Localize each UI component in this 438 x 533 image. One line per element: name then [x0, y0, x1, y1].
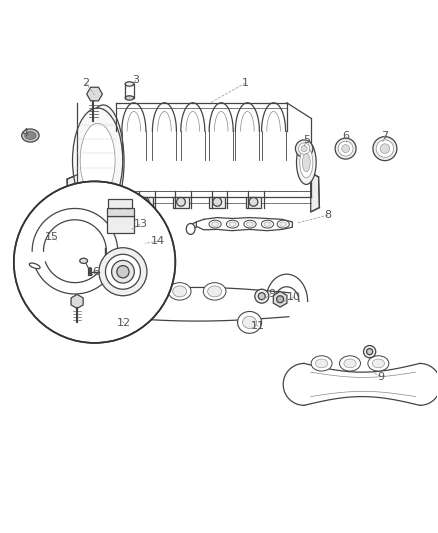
Ellipse shape [315, 359, 328, 368]
Polygon shape [67, 175, 77, 214]
Ellipse shape [237, 311, 261, 333]
Text: 15: 15 [45, 232, 59, 242]
Ellipse shape [247, 222, 254, 227]
Ellipse shape [203, 282, 226, 300]
Ellipse shape [89, 123, 117, 201]
Circle shape [277, 296, 284, 303]
Ellipse shape [138, 286, 152, 297]
Text: 7: 7 [381, 131, 389, 141]
Bar [209, 197, 225, 207]
Circle shape [111, 311, 116, 316]
Circle shape [364, 345, 376, 358]
Ellipse shape [261, 220, 274, 228]
Ellipse shape [29, 263, 40, 269]
Ellipse shape [277, 220, 289, 228]
Ellipse shape [134, 282, 156, 300]
Ellipse shape [372, 359, 385, 368]
Ellipse shape [302, 154, 310, 172]
Ellipse shape [208, 286, 222, 297]
Ellipse shape [301, 146, 307, 152]
Ellipse shape [244, 220, 256, 228]
Ellipse shape [295, 140, 313, 157]
Circle shape [14, 181, 175, 343]
Bar [137, 197, 152, 207]
Ellipse shape [82, 105, 124, 219]
Ellipse shape [80, 123, 115, 198]
Circle shape [99, 248, 147, 296]
Text: 16: 16 [87, 266, 101, 277]
Polygon shape [273, 292, 287, 307]
Text: 9: 9 [268, 288, 275, 298]
Circle shape [367, 349, 373, 354]
Text: 11: 11 [251, 321, 265, 332]
Ellipse shape [125, 96, 134, 100]
Text: 12: 12 [117, 318, 131, 328]
Circle shape [108, 308, 119, 318]
Circle shape [258, 293, 265, 300]
Circle shape [106, 254, 141, 289]
Bar [173, 197, 189, 207]
Ellipse shape [229, 222, 236, 227]
Ellipse shape [368, 356, 389, 371]
Text: 5: 5 [303, 135, 310, 145]
Ellipse shape [226, 220, 239, 228]
Circle shape [112, 261, 134, 283]
Circle shape [255, 289, 269, 303]
Text: 3: 3 [133, 75, 140, 85]
Ellipse shape [380, 144, 390, 154]
Ellipse shape [338, 141, 353, 156]
Text: 13: 13 [134, 219, 148, 229]
Text: 1: 1 [242, 78, 249, 88]
Ellipse shape [243, 316, 257, 328]
Circle shape [249, 198, 258, 206]
Ellipse shape [376, 140, 394, 157]
Ellipse shape [21, 129, 39, 142]
Text: 6: 6 [342, 131, 349, 141]
Ellipse shape [373, 136, 397, 160]
Text: 8: 8 [325, 210, 332, 220]
Text: 4: 4 [21, 128, 28, 139]
Text: 2: 2 [82, 78, 89, 88]
Polygon shape [311, 173, 319, 212]
Ellipse shape [335, 138, 356, 159]
Circle shape [213, 198, 222, 206]
Ellipse shape [298, 143, 310, 154]
Circle shape [141, 198, 149, 206]
Bar [107, 216, 134, 233]
Ellipse shape [297, 141, 316, 184]
Ellipse shape [168, 282, 191, 300]
Ellipse shape [344, 359, 356, 368]
Ellipse shape [212, 222, 219, 227]
Text: 14: 14 [151, 236, 165, 246]
Polygon shape [71, 294, 83, 309]
Ellipse shape [80, 258, 88, 263]
Ellipse shape [280, 222, 287, 227]
Ellipse shape [339, 356, 360, 371]
Ellipse shape [300, 147, 313, 178]
Ellipse shape [186, 223, 195, 235]
Ellipse shape [73, 108, 123, 213]
Bar [246, 197, 261, 207]
Circle shape [177, 198, 185, 206]
Ellipse shape [311, 356, 332, 371]
Ellipse shape [125, 82, 134, 86]
Polygon shape [87, 87, 102, 101]
Bar [108, 199, 132, 208]
Ellipse shape [209, 220, 221, 228]
Ellipse shape [25, 132, 36, 140]
Ellipse shape [264, 222, 271, 227]
Ellipse shape [173, 286, 187, 297]
Circle shape [117, 265, 129, 278]
Text: 10: 10 [287, 292, 301, 302]
Bar [107, 207, 134, 216]
Ellipse shape [342, 144, 350, 152]
Text: 9: 9 [377, 372, 384, 382]
